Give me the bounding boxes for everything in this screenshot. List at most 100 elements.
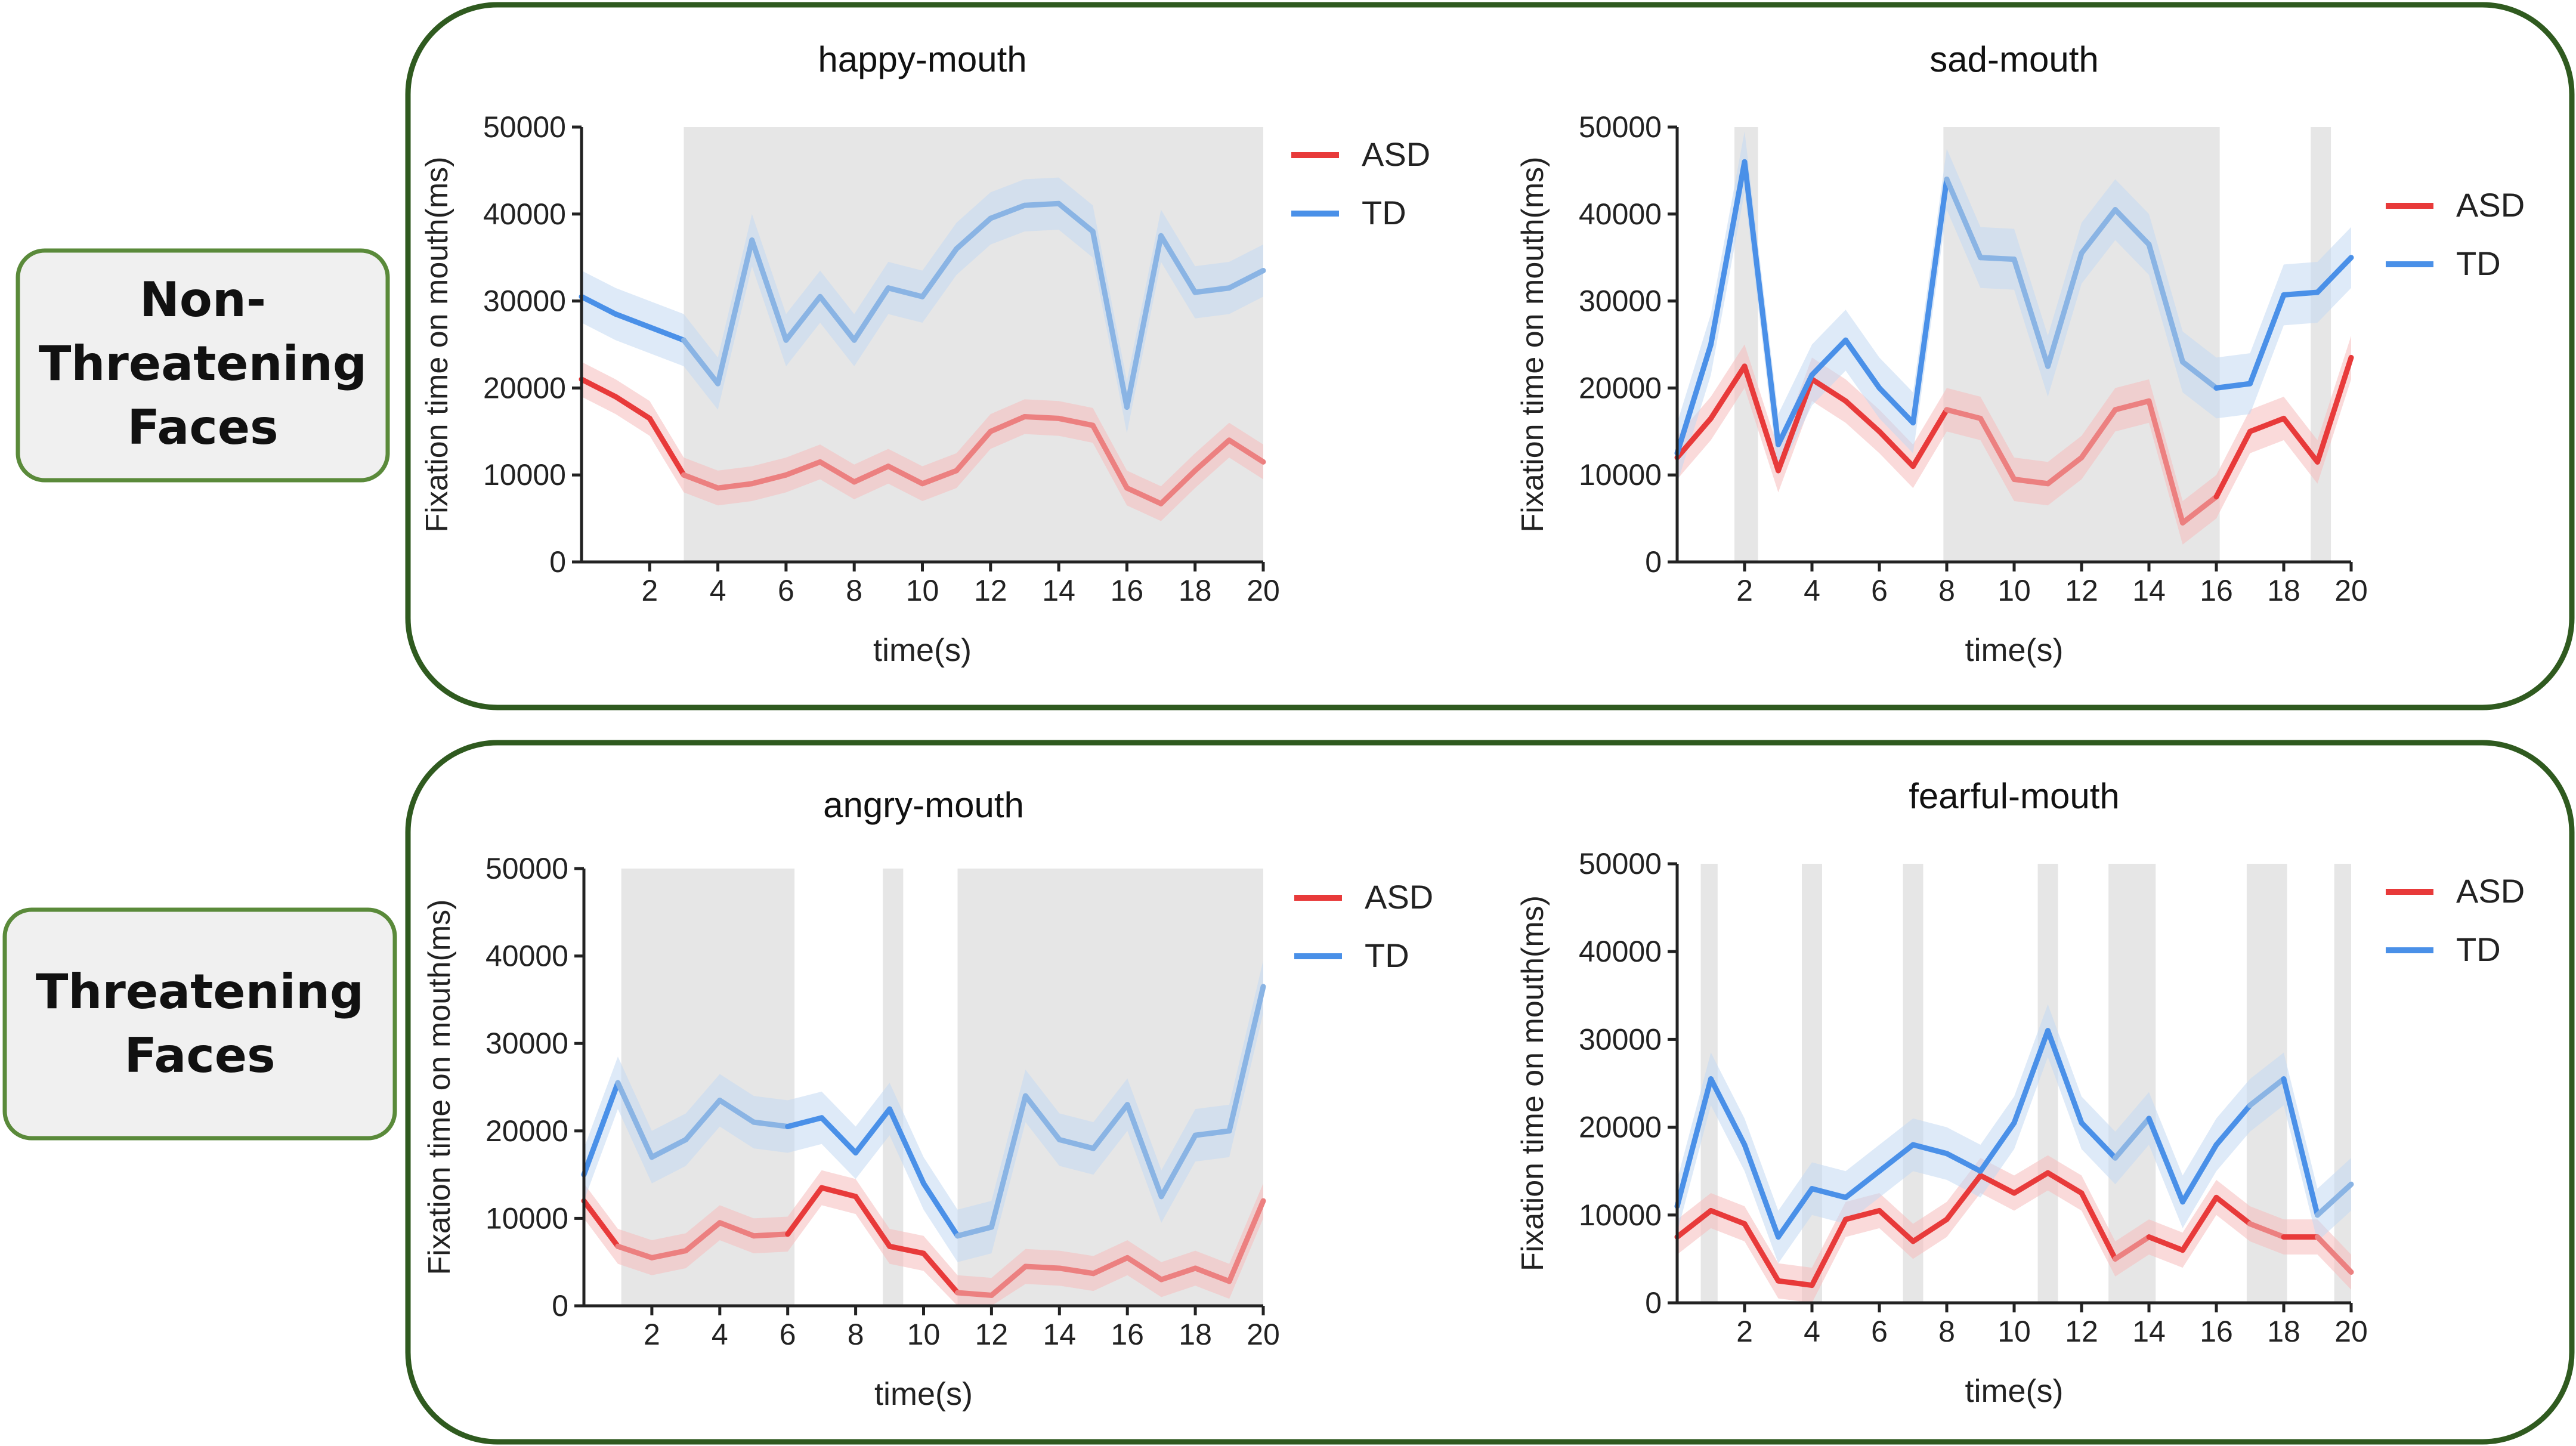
x-tick-label: 12 xyxy=(974,574,1007,607)
series-line-segment-td xyxy=(1944,176,1983,261)
y-tick-label: 10000 xyxy=(485,1201,568,1235)
series-line-segment-td xyxy=(1776,372,1815,447)
series-line-segment-td xyxy=(783,293,823,343)
series-line-segment-td xyxy=(1742,159,1781,447)
series-line-segment-asd xyxy=(681,472,721,491)
series-line-segment-asd xyxy=(1876,428,1916,469)
y-tick-label: 30000 xyxy=(1579,1022,1662,1056)
x-tick-label: 14 xyxy=(1043,1318,1076,1351)
series-line-segment-td xyxy=(1708,159,1748,347)
chart-title: angry-mouth xyxy=(823,785,1024,825)
series-line-segment-td xyxy=(2213,381,2253,391)
series-line-segment-td xyxy=(2180,359,2219,391)
series-line-segment-td xyxy=(2045,1028,2085,1126)
series-line-segment-td xyxy=(1910,1142,1950,1157)
series-line-segment-td xyxy=(681,337,721,387)
series-line-segment-td xyxy=(1978,255,2017,262)
series-line-segment-td xyxy=(2113,1116,2152,1161)
panel-threatening xyxy=(405,740,2575,1445)
series-line-segment-asd xyxy=(1876,1207,1916,1244)
series-line-segment-td xyxy=(2011,1028,2051,1126)
series-line-segment-asd xyxy=(921,1250,960,1296)
series-line-segment-asd xyxy=(1944,1173,1983,1222)
significance-region xyxy=(1802,864,1822,1303)
x-tick-label: 14 xyxy=(2132,574,2166,607)
series-line-segment-asd xyxy=(2315,1234,2354,1275)
series-line-segment-td xyxy=(717,1097,757,1125)
series-line-segment-asd xyxy=(751,1231,791,1239)
significance-region xyxy=(2037,864,2058,1303)
x-tick-label: 16 xyxy=(2200,574,2233,607)
series-line-segment-asd xyxy=(2146,398,2185,526)
series-line-segment-td xyxy=(785,1115,825,1129)
series-line-segment-td xyxy=(2146,242,2185,365)
y-tick-label: 50000 xyxy=(1579,847,1662,880)
series-line-segment-td xyxy=(1158,1132,1198,1200)
series-line-segment-asd xyxy=(715,481,755,491)
y-tick-label: 0 xyxy=(1645,545,1662,579)
series-line-segment-td xyxy=(1090,1102,1130,1151)
series-line-segment-td xyxy=(1226,984,1266,1134)
series-line-segment-td xyxy=(1809,337,1848,378)
x-tick-label: 10 xyxy=(1997,574,2031,607)
series-line-segment-asd xyxy=(1124,1255,1164,1283)
x-tick-label: 14 xyxy=(1042,574,1075,607)
y-tick-label: 40000 xyxy=(1579,935,1662,968)
series-line-segment-td xyxy=(649,1136,689,1160)
series-line-segment-asd xyxy=(954,428,994,474)
series-line-segment-td xyxy=(1124,1102,1164,1200)
series-line-segment-td xyxy=(2247,1076,2287,1108)
series-line-segment-td xyxy=(2079,207,2118,256)
chart-title: happy-mouth xyxy=(818,39,1026,79)
series-line-segment-asd xyxy=(647,415,686,478)
y-tick-label: 30000 xyxy=(485,1027,568,1060)
group-label-line-2: Faces xyxy=(124,1028,275,1083)
series-line-segment-td xyxy=(851,285,891,343)
series-line-segment-asd xyxy=(1674,1207,1714,1240)
y-tick-label: 10000 xyxy=(483,458,566,492)
series-line-segment-asd xyxy=(2045,455,2085,487)
series-line-segment-asd xyxy=(1022,414,1062,421)
series-line-segment-td xyxy=(2180,1142,2219,1205)
series-line-segment-asd xyxy=(649,1248,689,1260)
series-line-segment-td xyxy=(2146,1116,2185,1205)
series-line-segment-td xyxy=(819,1115,859,1155)
x-tick-label: 6 xyxy=(1871,574,1888,607)
series-line-segment-asd xyxy=(1226,437,1266,465)
series-line-segment-td xyxy=(1944,1151,1983,1174)
x-tick-label: 20 xyxy=(2334,574,2368,607)
series-line-segment-asd xyxy=(1910,1216,1950,1244)
series-line-segment-asd xyxy=(2113,1234,2152,1262)
series-line-segment-asd xyxy=(1674,415,1714,461)
x-tick-label: 10 xyxy=(906,574,939,607)
x-axis-label: time(s) xyxy=(1965,1373,2064,1409)
x-tick-label: 12 xyxy=(2065,1315,2098,1348)
group-label-line-2: Threatening xyxy=(39,336,367,391)
series-line-segment-td xyxy=(2315,1181,2354,1218)
series-line-segment-asd xyxy=(954,1290,994,1298)
series-line-segment-asd xyxy=(683,1220,723,1254)
series-line-segment-td xyxy=(2011,257,2051,369)
series-line-segment-asd xyxy=(2045,1170,2085,1196)
x-tick-label: 2 xyxy=(641,574,658,607)
series-line-segment-asd xyxy=(988,414,1028,434)
series-line-segment-asd xyxy=(2281,415,2320,465)
y-axis-label: Fixation time on mouth(ms) xyxy=(420,157,454,533)
series-line-segment-asd xyxy=(1742,363,1781,474)
series-line-segment-asd xyxy=(613,394,652,421)
series-line-segment-asd xyxy=(1090,422,1130,491)
series-line-segment-asd xyxy=(749,472,789,487)
x-tick-label: 18 xyxy=(2267,1315,2300,1348)
series-line-segment-td xyxy=(615,1080,655,1160)
series-line-segment-td xyxy=(885,285,925,299)
series-line-segment-asd xyxy=(581,1198,621,1249)
series-line-segment-td xyxy=(2281,1076,2320,1218)
series-line-segment-asd xyxy=(2213,1194,2253,1227)
series-line-segment-td xyxy=(1776,1186,1815,1240)
series-line-segment-asd xyxy=(887,1243,926,1256)
x-tick-label: 4 xyxy=(1804,1315,1820,1348)
x-tick-label: 20 xyxy=(1247,574,1280,607)
x-tick-label: 20 xyxy=(1247,1318,1280,1351)
series-line-segment-td xyxy=(2213,1102,2253,1148)
group-label-line-1: Non- xyxy=(140,272,266,327)
